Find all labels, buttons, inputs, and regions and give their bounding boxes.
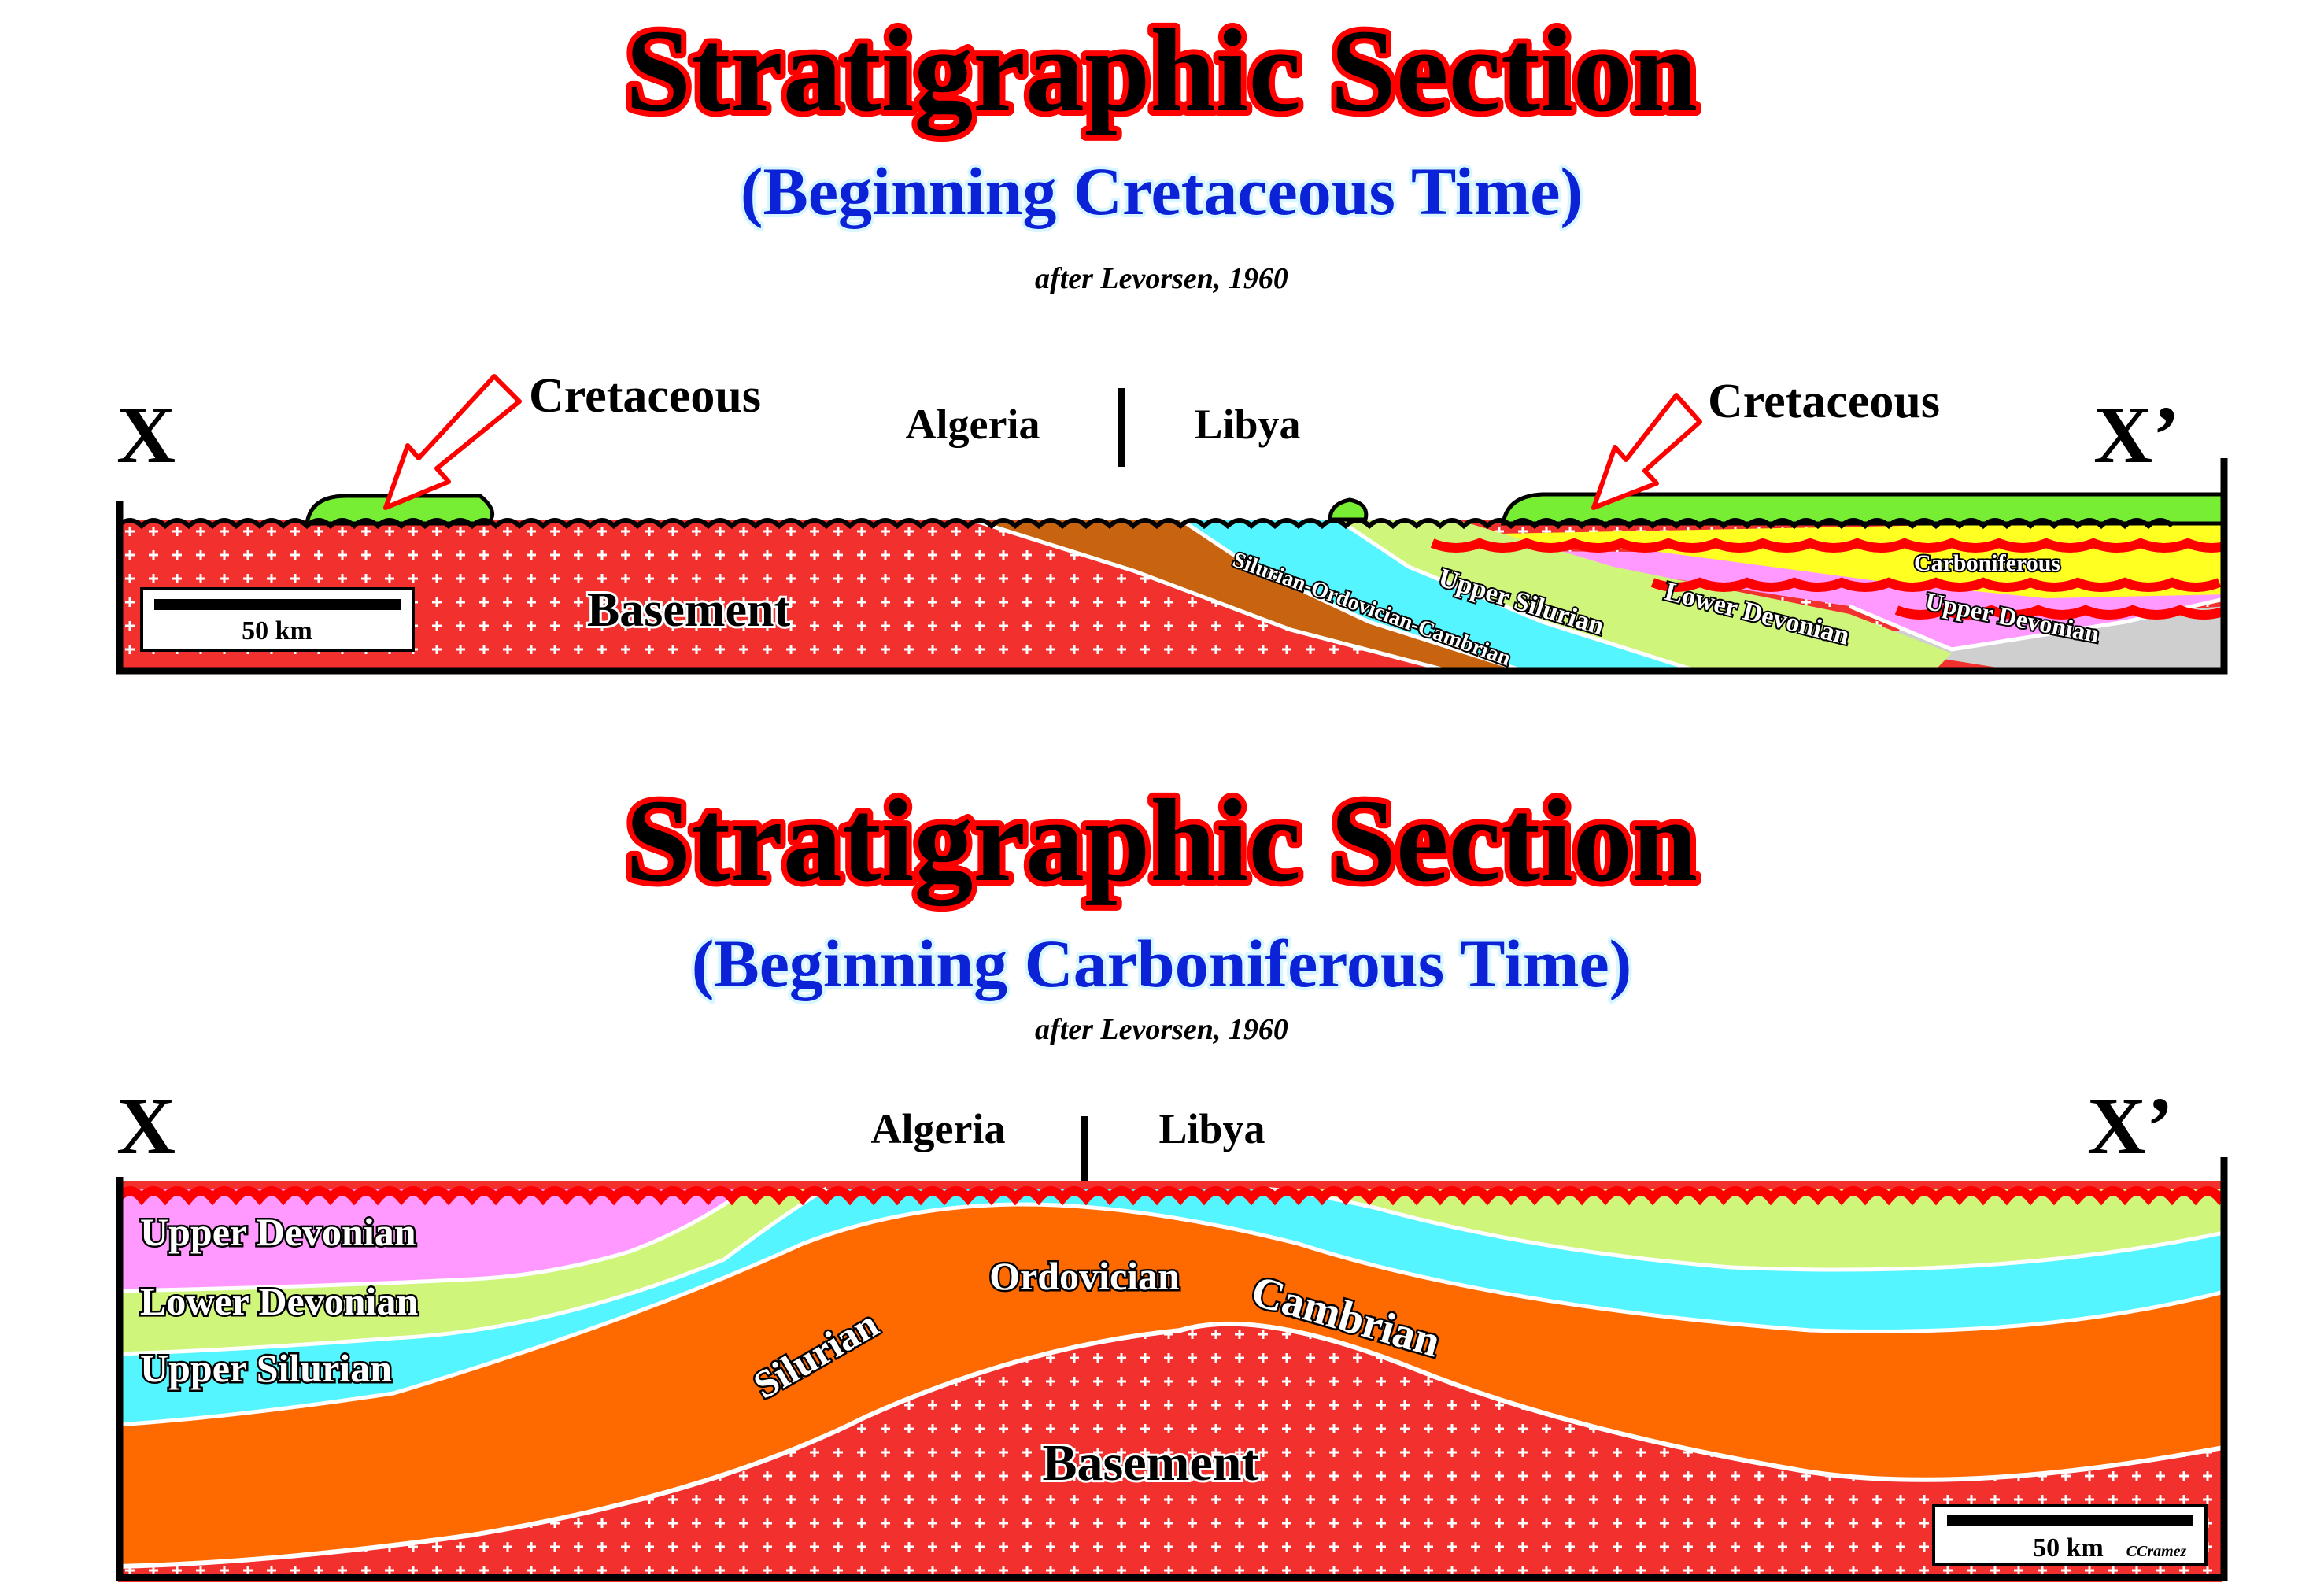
top-soc-unit	[976, 520, 1518, 669]
bottom-label-basement: Basement	[1043, 1434, 1259, 1492]
top-end-x: X	[116, 390, 176, 480]
bottom-label-upper-devonian: Upper Devonian	[140, 1210, 416, 1254]
bottom-country-libya: Libya	[1158, 1105, 1265, 1152]
bottom-label-upper-silurian: Upper Silurian	[140, 1346, 392, 1390]
top-scale-label: 50 km	[242, 616, 312, 645]
top-black-unconformity	[118, 518, 2174, 530]
top-section: Stratigraphic Section (Beginning Cretace…	[116, 0, 2228, 675]
bottom-country-algeria: Algeria	[871, 1105, 1006, 1152]
bottom-signature: CCramez	[2126, 1543, 2187, 1560]
top-cross-section	[118, 492, 2222, 669]
bottom-section: Stratigraphic Section (Beginning Carboni…	[116, 770, 2228, 1582]
top-cretaceous-right	[1501, 492, 2222, 526]
top-carboniferous-unit	[1417, 520, 2222, 598]
top-red-unconformity	[1430, 538, 2222, 553]
bottom-scale-label: 50 km	[2033, 1533, 2104, 1563]
bottom-frame	[116, 1157, 2228, 1581]
bottom-subtitle: (Beginning Carboniferous Time)	[692, 926, 1632, 1001]
top-callout-left-label: Cretaceous	[529, 369, 761, 423]
top-subtitle: (Beginning Cretaceous Time)	[741, 153, 1583, 229]
top-scale-bar: 50 km	[140, 587, 415, 652]
bottom-title: Stratigraphic Section	[626, 775, 1698, 906]
top-country-libya: Libya	[1194, 401, 1300, 448]
bottom-end-x-prime: X’	[2087, 1081, 2174, 1171]
top-arrow-left-icon	[383, 374, 522, 510]
top-frame	[116, 458, 2228, 675]
top-label-carboniferous: Carboniferous	[1914, 550, 2060, 576]
top-end-x-prime: X’	[2093, 390, 2180, 480]
top-lower-devonian-unit	[1338, 520, 1952, 669]
bottom-end-x: X	[116, 1081, 176, 1171]
top-callout-right-label: Cretaceous	[1708, 375, 1940, 428]
bottom-scale-bar: 50 km CCramez	[1932, 1504, 2208, 1566]
top-upper-silurian-unit	[1180, 520, 1691, 669]
bottom-cross-section	[118, 1181, 2222, 1582]
bottom-label-lower-devonian: Lower Devonian	[140, 1279, 418, 1323]
bottom-red-unconformity	[118, 1186, 2222, 1206]
top-title: Stratigraphic Section	[626, 6, 1698, 136]
top-country-algeria: Algeria	[906, 401, 1040, 448]
bottom-upper-devonian-unit	[118, 1189, 748, 1291]
top-cretaceous-mid	[1328, 497, 1369, 522]
bottom-label-ordovician: Ordovician	[989, 1254, 1180, 1298]
top-arrow-right-icon	[1591, 393, 1702, 510]
bottom-credit: after Levorsen, 1960	[1035, 1013, 1288, 1046]
top-credit: after Levorsen, 1960	[1035, 262, 1288, 295]
top-label-basement: Basement	[587, 583, 791, 637]
